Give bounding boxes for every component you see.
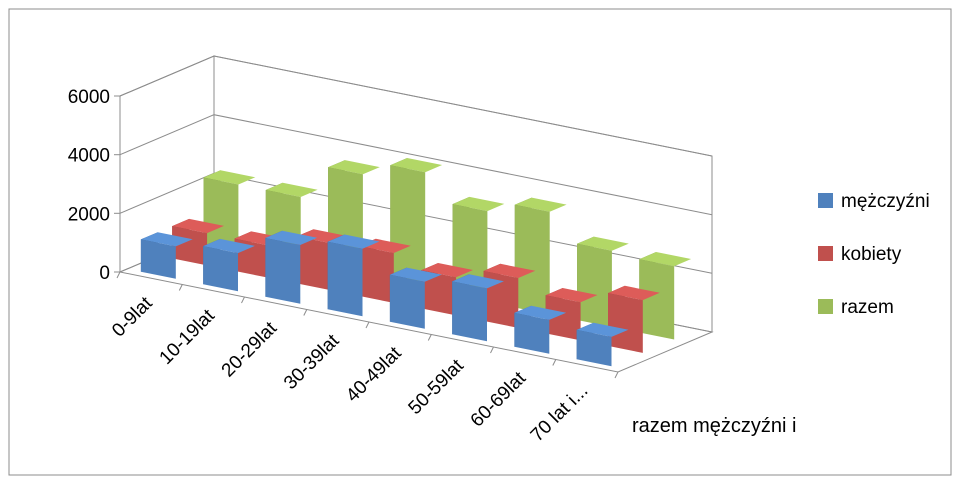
bar-front-face	[203, 177, 239, 252]
x-tick-mark	[303, 309, 308, 316]
bar-mężczyźni-10-19lat	[203, 238, 255, 292]
bar-front-face	[265, 238, 301, 304]
bar-top-face	[203, 170, 256, 185]
gridline	[119, 55, 713, 157]
bar-front-face	[608, 293, 643, 353]
bar-front-face	[452, 281, 487, 342]
bar-mężczyźni-20-29lat	[265, 230, 318, 304]
bar-top-face	[328, 160, 380, 175]
legend-item[interactable]: kobiety	[818, 244, 902, 265]
bars	[140, 158, 692, 367]
bar-front-face	[296, 236, 332, 291]
bar-front-face	[172, 226, 208, 266]
bar-top-face	[452, 274, 504, 289]
y-tick-label: 0	[99, 263, 110, 284]
bar-kobiety-60-69lat	[545, 288, 598, 341]
x-tick-mark	[116, 271, 121, 279]
bar-top-face	[327, 234, 380, 249]
bar-top-face	[389, 267, 442, 282]
bar-front-face	[389, 274, 425, 329]
bar-front-face	[545, 295, 581, 341]
bar-top-face	[140, 232, 193, 247]
bar-top-face	[390, 158, 443, 173]
legend-label: kobiety	[841, 244, 902, 265]
bar-front-face	[514, 312, 550, 354]
bar-top-face	[577, 236, 629, 251]
bar-front-face	[514, 204, 550, 315]
bar-top-face	[576, 322, 629, 337]
bar-kobiety-30-39lat	[359, 238, 411, 303]
x-tick-mark	[178, 284, 183, 291]
bar-top-face	[203, 238, 255, 254]
bar-top-face	[545, 288, 598, 303]
bar-mężczyźni-60-69lat	[514, 305, 567, 354]
bar-front-face	[421, 270, 457, 316]
bar-mężczyźni-70 lat i...	[576, 322, 629, 367]
x-tick-mark	[427, 334, 432, 341]
bar-mężczyźni-40-49lat	[389, 267, 442, 329]
x-tick-mark	[552, 359, 557, 366]
bar-front-face	[390, 165, 426, 290]
bar-mężczyźni-0-9lat	[140, 232, 193, 279]
bar-top-face	[639, 252, 692, 267]
bar-top-face	[483, 263, 536, 278]
bar-front-face	[576, 329, 612, 367]
x-tick-mark	[490, 346, 494, 354]
y-tick-label: 4000	[68, 146, 110, 167]
y-tick-label: 2000	[68, 204, 110, 225]
bar-front-face	[327, 241, 363, 317]
gridline	[119, 114, 713, 216]
x-tick-mark	[614, 371, 619, 379]
bar-top-face	[608, 285, 660, 301]
bar-top-face	[421, 263, 473, 278]
bar-top-face	[514, 305, 567, 320]
bar-razem-50-59lat	[514, 197, 567, 315]
bar-top-face	[265, 230, 318, 245]
bar-front-face	[140, 239, 176, 279]
y-axis-ticks: 0 2000 4000 6000	[68, 87, 120, 284]
y-tick-label: 6000	[68, 87, 110, 108]
bar-front-face	[639, 259, 675, 340]
legend-label: razem	[841, 297, 894, 318]
legend-swatch	[818, 299, 833, 314]
legend-item[interactable]: razem	[818, 297, 894, 318]
bar-mężczyźni-30-39lat	[327, 234, 380, 317]
legend-label: mężczyźni	[841, 191, 930, 212]
legend[interactable]: mężczyźni kobiety razem	[818, 191, 930, 318]
legend-swatch	[818, 193, 833, 208]
bar-front-face	[577, 243, 612, 327]
bar-top-face	[514, 197, 567, 212]
x-tick-mark	[241, 296, 245, 304]
bar-top-face	[265, 182, 318, 197]
depth-axis-label: razem mężczyźni i	[632, 415, 796, 437]
legend-swatch	[818, 246, 833, 261]
bar-razem-30-39lat	[390, 158, 443, 290]
bar-kobiety-0-9lat	[172, 218, 224, 266]
legend-item[interactable]: mężczyźni	[818, 191, 930, 212]
bar-top-face	[172, 218, 224, 234]
x-tick-mark	[365, 321, 370, 329]
bar-mężczyźni-50-59lat	[452, 274, 504, 342]
bar-razem-70 lat i...	[639, 252, 692, 340]
bar-front-face	[359, 246, 394, 303]
bar-top-face	[452, 196, 505, 212]
bar-front-face	[203, 246, 238, 292]
